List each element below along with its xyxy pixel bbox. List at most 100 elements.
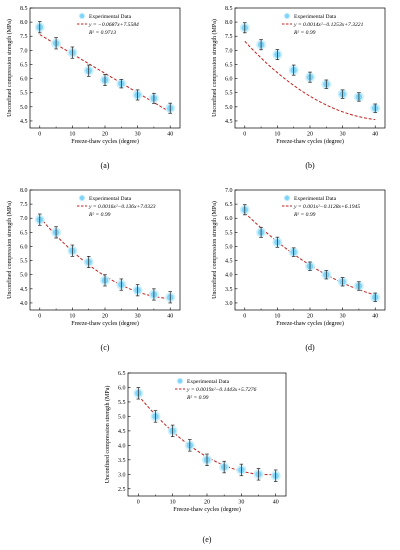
y-tick-label: 5.5: [225, 230, 233, 236]
x-tick-label: 0: [243, 132, 246, 138]
x-tick-label: 0: [243, 314, 246, 320]
y-tick-label: 5.5: [118, 400, 126, 406]
legend-fit-equation: y = 0.001x²−0.1128x+6.1945: [293, 204, 360, 210]
x-tick-label: 10: [69, 132, 75, 138]
y-axis-label: Unconfined compression strength (MPa): [6, 201, 13, 299]
x-tick-label: 20: [204, 500, 210, 506]
data-point: [305, 261, 315, 272]
y-tick-label: 4.5: [225, 119, 233, 125]
legend-marker: [79, 195, 85, 201]
data-point: [239, 22, 250, 34]
panel-label: (b): [305, 161, 315, 170]
legend-marker: [79, 13, 85, 19]
y-tick-label: 3.0: [118, 472, 126, 478]
data-point: [67, 46, 78, 59]
legend-marker-label: Experimental Data: [89, 196, 132, 202]
data-point: [288, 247, 299, 258]
legend: Experimental Data y = −0.0687x+7.5584 R² =…: [77, 12, 139, 36]
data-point: [219, 460, 230, 474]
y-tick-label: 8.5: [225, 6, 233, 12]
data-point: [321, 269, 332, 280]
y-tick-label: 6.0: [225, 77, 233, 83]
chart-panel-b: 0 10 20 30 40 4.5 5.0 5.5 6.0 6.5 7.0 7.5 8.0 8.5 Free…: [211, 6, 386, 170]
legend-fit-equation: y = −0.0687x+7.5584: [88, 22, 139, 28]
data-point: [83, 64, 94, 77]
legend-marker-label: Experimental Data: [187, 379, 230, 385]
legend: Experimental Data y = 0.0016x²−0.136x+7.0…: [77, 194, 156, 218]
chart-panel-e: 0 10 20 30 40 2.5 3.0 3.5 4.0 4.5 5.0 5.5 6.0 6.5 Free…: [104, 371, 287, 544]
y-tick-label: 6.0: [225, 216, 233, 222]
panel-label: (c): [101, 343, 110, 352]
y-tick-label: 7.0: [20, 48, 28, 54]
y-tick-label: 8.0: [225, 20, 233, 26]
y-tick-label: 5.5: [20, 259, 28, 265]
x-tick-label: 40: [273, 500, 279, 506]
y-tick-label: 7.5: [20, 202, 28, 208]
y-tick-label: 7.0: [225, 188, 233, 194]
y-tick-label: 6.5: [225, 202, 233, 208]
data-point: [51, 37, 62, 50]
legend-fit-equation: y = 0.0014x²−0.1253x+7.3221: [293, 22, 364, 28]
data-point: [67, 244, 78, 257]
legend: Experimental Data y = 0.001x²−0.1128x+6.1…: [282, 194, 360, 218]
fit-curve: [39, 34, 171, 113]
y-tick-label: 7.5: [20, 34, 28, 40]
y-tick-label: 7.5: [225, 34, 233, 40]
data-point: [150, 410, 161, 423]
legend-r2: R² = 0.99: [293, 212, 316, 218]
y-axis-label: Unconfined compression strength (MPa): [6, 19, 13, 117]
data-point: [272, 49, 283, 61]
x-tick-label: 10: [69, 314, 75, 320]
y-tick-label: 7.0: [225, 48, 233, 54]
x-tick-label: 30: [135, 132, 141, 138]
data-point: [321, 79, 332, 90]
data-point: [34, 21, 45, 34]
y-axis-label: Unconfined compression strength (MPa): [104, 386, 111, 484]
y-tick-label: 6.5: [20, 230, 28, 236]
data-point: [239, 204, 250, 216]
fit-curve: [244, 40, 376, 121]
data-point: [165, 102, 176, 114]
data-point: [148, 92, 159, 104]
y-tick-label: 5.0: [225, 105, 233, 111]
panel-label: (d): [305, 343, 315, 352]
data-point: [370, 103, 381, 114]
data-point: [337, 89, 348, 100]
x-tick-label: 30: [238, 500, 244, 506]
y-tick-label: 5.0: [20, 273, 28, 279]
data-point: [370, 292, 381, 303]
x-axis-label: Freeze-thaw cycles (degree): [173, 506, 241, 513]
data-point: [202, 453, 212, 466]
panel-label: (e): [203, 535, 212, 544]
data-point: [132, 89, 143, 101]
x-tick-label: 20: [307, 314, 313, 320]
y-axis-label: Unconfined compression strength (MPa): [211, 19, 218, 117]
legend-r2: R² = 0.99: [88, 212, 111, 218]
y-axis-label: Unconfined compression strength (MPa): [211, 201, 218, 299]
y-tick-label: 3.5: [118, 458, 126, 464]
x-tick-label: 30: [135, 314, 141, 320]
x-tick-label: 40: [372, 314, 378, 320]
data-point: [165, 291, 176, 304]
x-tick-label: 20: [102, 314, 108, 320]
y-tick-label: 3.5: [225, 287, 233, 293]
data-point: [100, 274, 110, 287]
legend-marker: [284, 195, 290, 201]
y-tick-label: 5.5: [225, 91, 233, 97]
legend-marker: [177, 378, 183, 384]
x-tick-label: 30: [340, 314, 346, 320]
data-point: [51, 226, 62, 239]
x-axis-label: Freeze-thaw cycles (degree): [71, 138, 139, 145]
x-tick-label: 0: [137, 500, 140, 506]
x-tick-label: 20: [102, 132, 108, 138]
legend-r2: R² = 0.99: [293, 30, 316, 36]
y-tick-label: 6.5: [20, 62, 28, 68]
chart-panel-d: 0 10 20 30 40 3.0 3.5 4.0 4.5 5.0 5.5 6.0 6.5 7.0 Free…: [211, 188, 386, 352]
data-point: [305, 71, 315, 83]
y-tick-label: 5.0: [225, 244, 233, 250]
x-axis-label: Freeze-thaw cycles (degree): [71, 320, 139, 327]
data-point: [133, 387, 144, 400]
legend: Experimental Data y = 0.0014x²−0.1253x+7.…: [282, 12, 364, 36]
x-tick-label: 10: [274, 132, 280, 138]
